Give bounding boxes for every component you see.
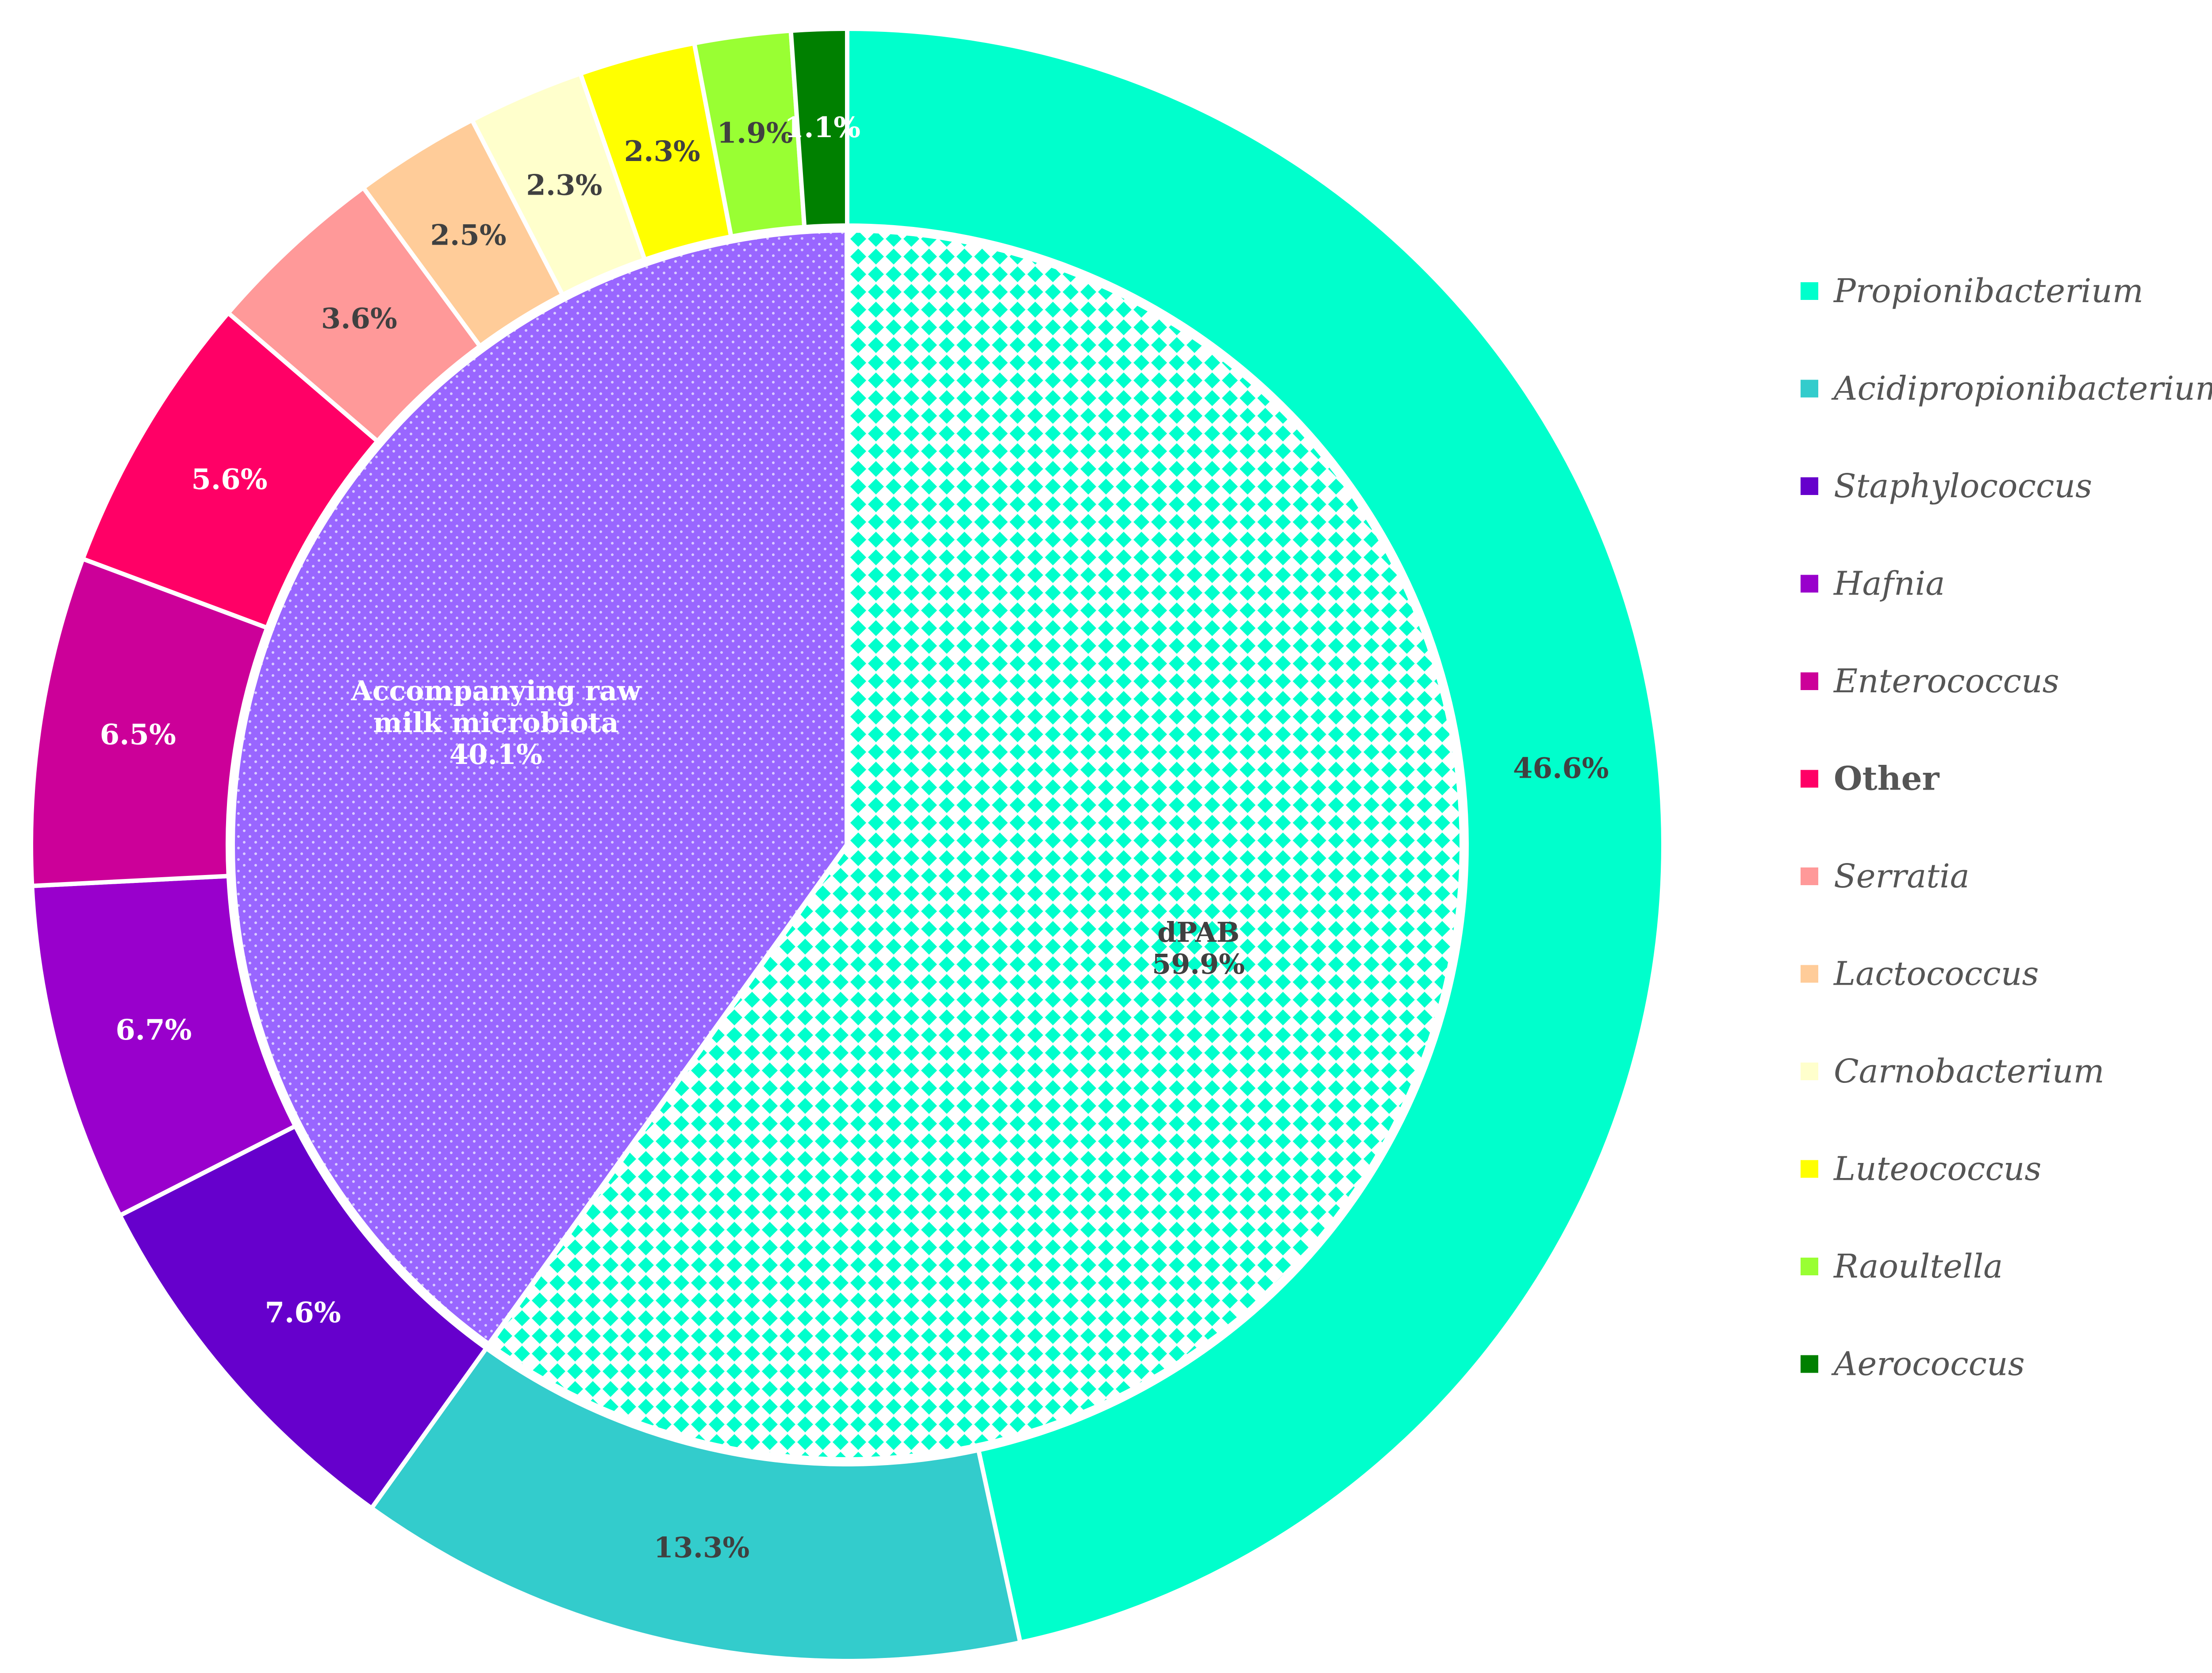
pie-label-dpab: dPAB 59.9% <box>1152 916 1245 980</box>
legend-label-staphylococcus: Staphylococcus <box>1834 467 2092 505</box>
legend-swatch-other <box>1801 770 1818 788</box>
legend-item-acidipropionibacterium: Acidipropionibacterium <box>1801 370 2212 408</box>
legend-swatch-aerococcus <box>1801 1355 1818 1373</box>
legend-swatch-propionibacterium <box>1801 282 1818 300</box>
legend-item-aerococcus: Aerococcus <box>1801 1345 2025 1383</box>
legend-label-hafnia: Hafnia <box>1833 565 1945 603</box>
data-label-acidipropionibacterium: 13.3% <box>654 1531 750 1564</box>
legend-item-raoultella: Raoultella <box>1801 1247 2003 1285</box>
pie-slice-dpab <box>485 227 1465 1462</box>
legend-item-lactococcus: Lactococcus <box>1801 955 2039 993</box>
legend-label-aerococcus: Aerococcus <box>1831 1345 2025 1383</box>
ring-segment-acidipropionibacterium <box>368 1345 1023 1663</box>
legend-swatch-carnobacterium <box>1801 1063 1818 1080</box>
legend-label-other: Other <box>1834 760 1940 798</box>
outer-labels: 46.6% 13.3% 7.6% 6.7% 6.5% 5.6% 3.6% 2.5% 2.3% 2.… <box>100 111 1609 1564</box>
legend-swatch-luteococcus <box>1801 1160 1818 1178</box>
legend-item-serratia: Serratia <box>1801 857 1970 895</box>
legend-label-carnobacterium: Carnobacterium <box>1834 1052 2104 1090</box>
legend-label-serratia: Serratia <box>1834 857 1970 895</box>
legend-item-luteococcus: Luteococcus <box>1801 1150 2041 1188</box>
legend-label-luteococcus: Luteococcus <box>1833 1150 2041 1188</box>
data-label-hafnia: 6.7% <box>115 1013 192 1047</box>
inner-pie <box>230 227 1465 1462</box>
legend-item-enterococcus: Enterococcus <box>1801 662 2059 700</box>
legend-swatch-serratia <box>1801 867 1818 885</box>
legend-item-propionibacterium: Propionibacterium <box>1801 272 2143 310</box>
data-label-lactococcus: 2.5% <box>430 219 506 252</box>
legend-swatch-hafnia <box>1801 575 1818 593</box>
legend-item-carnobacterium: Carnobacterium <box>1801 1052 2104 1090</box>
data-label-staphylococcus: 7.6% <box>265 1296 341 1329</box>
data-label-raoultella: 1.9% <box>717 116 793 150</box>
pie-slice-accompanying-raw-milk-microbiota <box>230 227 850 1349</box>
ring-segment-aerococcus <box>788 26 849 230</box>
legend-item-staphylococcus: Staphylococcus <box>1801 467 2092 505</box>
legend-swatch-lactococcus <box>1801 965 1818 983</box>
legend-label-acidipropionibacterium: Acidipropionibacterium <box>1831 370 2212 408</box>
legend-label-enterococcus: Enterococcus <box>1833 662 2059 700</box>
data-label-carnobacterium: 2.3% <box>526 169 602 202</box>
legend-swatch-acidipropionibacterium <box>1801 380 1818 398</box>
outer-ring <box>29 26 1666 1663</box>
legend-swatch-enterococcus <box>1801 672 1818 690</box>
data-label-enterococcus: 6.5% <box>100 718 176 752</box>
data-label-aerococcus: 1.1% <box>784 111 860 144</box>
legend-label-raoultella: Raoultella <box>1833 1247 2003 1285</box>
pie-label-accompanying-raw-milk-microbiota: Accompanying raw milk microbiota 40.1% <box>351 675 642 771</box>
legend-label-propionibacterium: Propionibacterium <box>1833 272 2143 310</box>
ring-segment-propionibacterium <box>845 26 1666 1646</box>
data-label-other: 5.6% <box>191 463 267 496</box>
data-label-serratia: 3.6% <box>321 302 397 335</box>
legend-swatch-staphylococcus <box>1801 477 1818 495</box>
inner-labels: dPAB 59.9% Accompanying raw milk microbiota… <box>351 675 1245 980</box>
legend-item-hafnia: Hafnia <box>1801 565 1945 603</box>
data-label-propionibacterium: 46.6% <box>1513 752 1609 785</box>
data-label-luteococcus: 2.3% <box>624 135 700 168</box>
legend: Propionibacterium Acidipropionibacterium S… <box>1801 272 2212 1383</box>
legend-item-other: Other <box>1801 760 1940 798</box>
legend-swatch-raoultella <box>1801 1258 1818 1275</box>
legend-label-lactococcus: Lactococcus <box>1833 955 2039 993</box>
